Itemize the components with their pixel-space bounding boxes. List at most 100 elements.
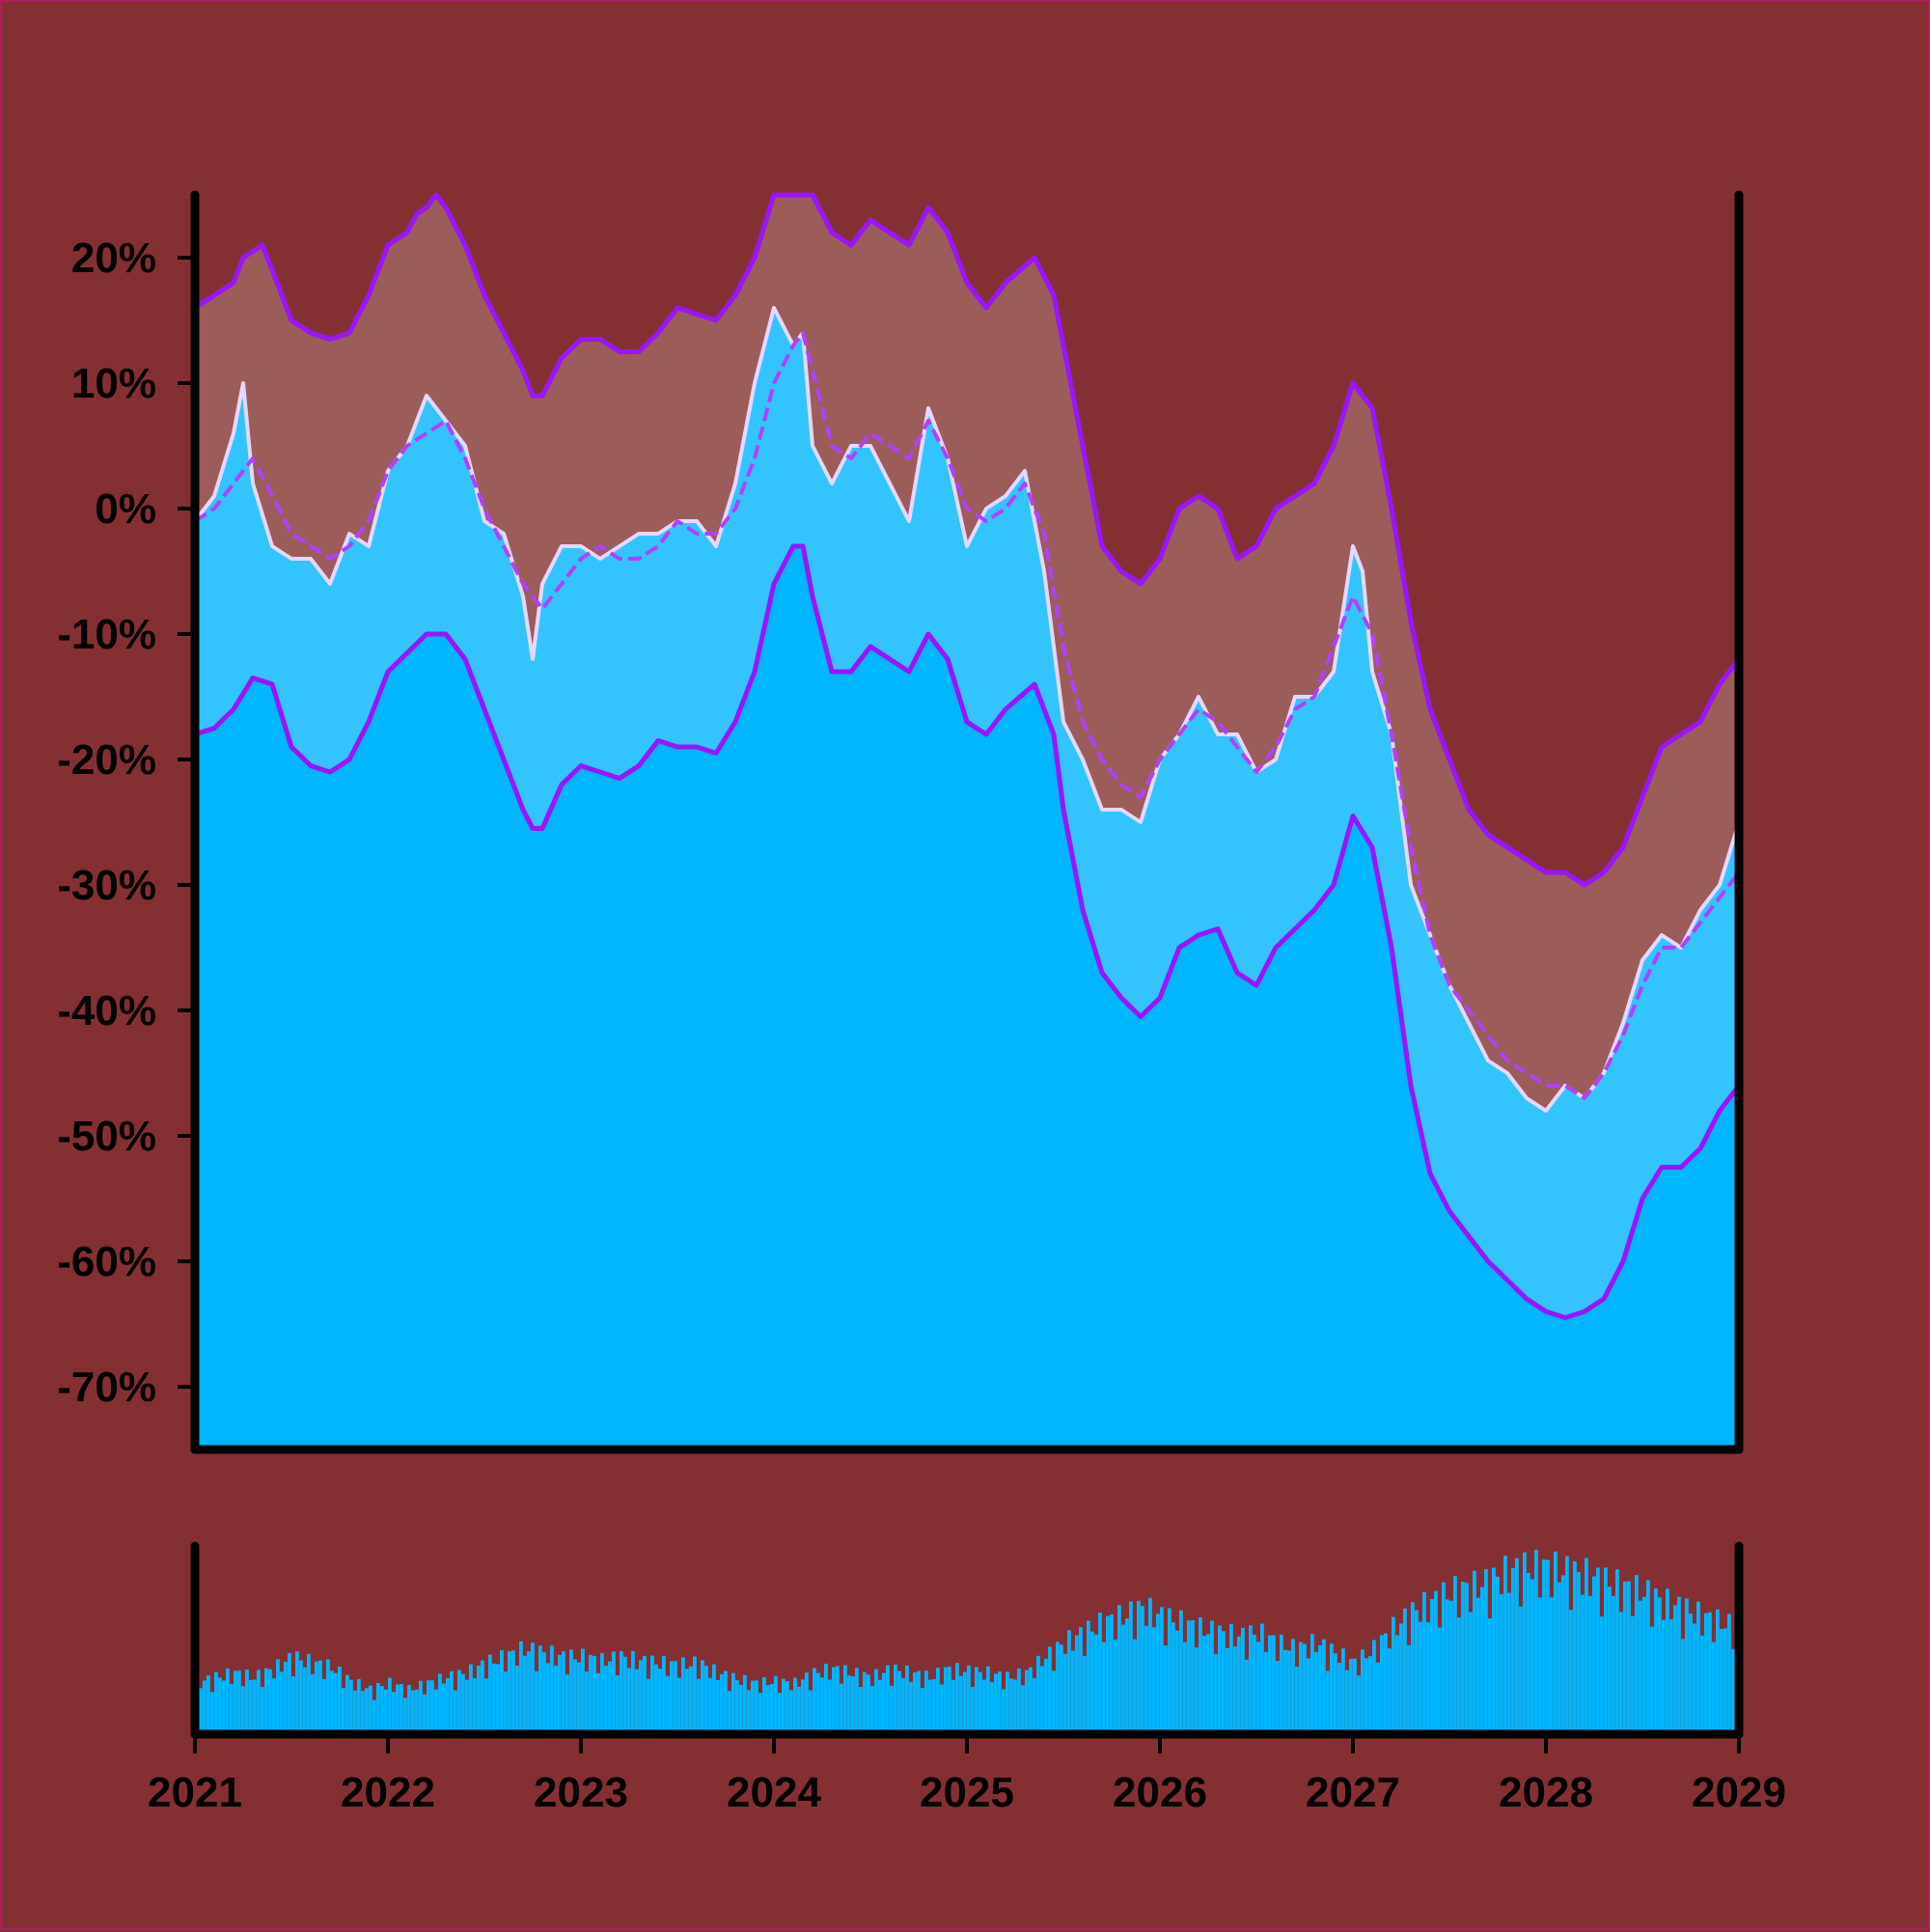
volume-bar: [1426, 1621, 1430, 1734]
volume-bar: [1523, 1552, 1527, 1734]
volume-bar: [315, 1661, 318, 1734]
volume-bar: [1106, 1615, 1110, 1734]
volume-bar: [758, 1693, 762, 1734]
volume-bar: [558, 1654, 562, 1734]
volume-bar: [1395, 1635, 1399, 1734]
volume-bar: [932, 1678, 936, 1734]
volume-bar: [936, 1668, 940, 1734]
volume-bar: [1500, 1593, 1503, 1734]
volume-bar: [1558, 1582, 1561, 1734]
volume-bar: [1727, 1614, 1731, 1734]
volume-bar: [1357, 1675, 1361, 1734]
volume-bar: [1542, 1559, 1546, 1734]
volume-bar: [1422, 1591, 1426, 1734]
volume-bar: [1310, 1634, 1314, 1734]
volume-bar: [446, 1677, 450, 1734]
volume-bar: [488, 1654, 492, 1734]
volume-bar: [979, 1671, 982, 1734]
volume-bar: [1021, 1685, 1025, 1734]
volume-bar: [1117, 1605, 1121, 1734]
volume-bar: [1446, 1599, 1449, 1734]
volume-bar: [620, 1651, 623, 1734]
volume-bar: [1534, 1549, 1538, 1734]
volume-bar: [921, 1688, 924, 1734]
volume-bar: [1720, 1629, 1723, 1734]
volume-bar: [1175, 1630, 1179, 1734]
volume-bar: [1430, 1598, 1434, 1734]
volume-bar: [1681, 1639, 1685, 1734]
volume-bar: [1017, 1669, 1021, 1734]
volume-bar: [1708, 1612, 1712, 1734]
volume-bar: [1253, 1634, 1256, 1734]
volume-bar: [1295, 1666, 1299, 1734]
volume-bar: [523, 1655, 527, 1734]
volume-bar: [280, 1671, 284, 1734]
volume-bar: [585, 1671, 589, 1734]
volume-bar: [1689, 1614, 1693, 1734]
volume-bar: [928, 1679, 932, 1734]
volume-bar: [407, 1684, 411, 1734]
volume-bar: [1565, 1556, 1569, 1734]
volume-bar: [635, 1669, 639, 1734]
volume-bar: [1442, 1582, 1446, 1734]
volume-bar: [1476, 1597, 1480, 1734]
volume-bar: [1669, 1618, 1673, 1734]
volume-bar: [998, 1671, 1002, 1734]
volume-bar: [481, 1660, 484, 1734]
volume-bar: [1561, 1575, 1565, 1734]
volume-bar: [338, 1666, 342, 1734]
volume-bar: [569, 1649, 573, 1734]
volume-bar: [623, 1656, 627, 1734]
volume-bar: [674, 1661, 677, 1734]
volume-bar: [720, 1673, 724, 1734]
volume-bar: [376, 1682, 380, 1734]
volume-bar: [890, 1685, 894, 1734]
upper-envelope-line: [193, 192, 1741, 888]
volume-bar: [1199, 1617, 1202, 1734]
volume-bar: [1218, 1625, 1222, 1734]
volume-bar: [291, 1675, 295, 1734]
volume-bar: [1581, 1594, 1585, 1734]
volume-bar: [546, 1663, 550, 1734]
volume-bar: [886, 1665, 890, 1734]
volume-bar: [805, 1672, 809, 1734]
volume-bar: [1388, 1648, 1392, 1734]
volume-bar: [793, 1677, 797, 1734]
volume-bar: [577, 1662, 581, 1734]
volume-bar: [1604, 1567, 1608, 1734]
volume-bar: [1036, 1655, 1040, 1734]
volume-bar: [1202, 1636, 1206, 1734]
volume-bar: [1527, 1572, 1530, 1734]
volume-bar: [1538, 1597, 1542, 1734]
volume-bar: [1399, 1623, 1403, 1734]
volume-bar: [786, 1681, 789, 1734]
volume-bar: [1615, 1569, 1619, 1734]
volume-bar: [1550, 1597, 1554, 1734]
y-tick-label: 10%: [71, 360, 156, 407]
volume-bar: [1596, 1567, 1600, 1734]
volume-bar: [882, 1672, 886, 1734]
volume-bar: [643, 1655, 647, 1734]
volume-bar: [670, 1661, 674, 1734]
y-axis-ticks: 20% 10% 0% -10% -20% -30% -40% -50% -60% -70%: [57, 235, 195, 1411]
volume-bar: [1457, 1617, 1461, 1734]
volume-bar: [1469, 1612, 1473, 1734]
volume-bar: [847, 1675, 851, 1734]
volume-bar: [1110, 1614, 1114, 1734]
x-tick-label: 2028: [1499, 1769, 1593, 1816]
volume-bar: [419, 1680, 423, 1734]
volume-bar: [647, 1678, 650, 1734]
volume-bar: [454, 1690, 457, 1734]
volume-bar: [1307, 1658, 1310, 1734]
volume-bar: [631, 1650, 635, 1734]
volume-bar: [940, 1684, 944, 1734]
volume-bar: [666, 1675, 670, 1734]
volume-bar: [427, 1680, 430, 1734]
volume-bar: [917, 1670, 921, 1734]
volume-bar: [1376, 1662, 1380, 1734]
volume-bar: [465, 1679, 469, 1734]
volume-bar: [1650, 1626, 1654, 1734]
volume-bar: [874, 1669, 878, 1734]
y-tick-label: 20%: [71, 235, 156, 282]
volume-bar: [747, 1690, 751, 1734]
